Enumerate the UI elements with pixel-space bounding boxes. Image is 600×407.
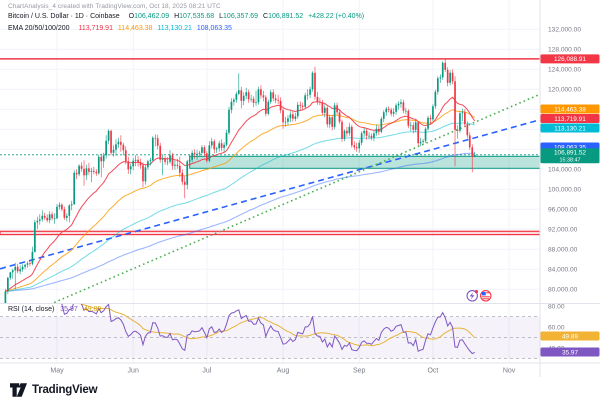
ema50-line <box>5 109 475 292</box>
ema100-value: 113,130.21 <box>157 24 192 32</box>
svg-text:80,000.00: 80,000.00 <box>548 287 578 294</box>
svg-text:100,000.00: 100,000.00 <box>548 187 581 194</box>
rsi-ma-value: 49.89 <box>83 306 102 313</box>
svg-text:113,719.91: 113,719.91 <box>554 116 586 123</box>
grid <box>0 0 540 363</box>
rsi-pane <box>0 304 540 359</box>
svg-text:96,000.00: 96,000.00 <box>548 207 578 214</box>
svg-text:128,000.00: 128,000.00 <box>548 47 581 54</box>
candles <box>4 58 476 303</box>
svg-text:92,000.00: 92,000.00 <box>548 227 578 234</box>
axis-badge: 126,088.91 <box>540 54 600 64</box>
svg-text:84,000.00: 84,000.00 <box>548 267 578 274</box>
ohlc-close: C106,891.52 <box>263 13 304 20</box>
svg-text:Jul: Jul <box>202 368 211 375</box>
svg-text:Aug: Aug <box>277 368 290 375</box>
ema20-line <box>5 96 476 292</box>
tradingview-logo-text: TradingView <box>32 384 98 396</box>
svg-text:113,130.21: 113,130.21 <box>554 125 586 132</box>
svg-text:Nov: Nov <box>503 368 516 375</box>
ema50-value: 114,463.38 <box>117 24 153 32</box>
price-axis[interactable]: 80,000.00 84,000.00 88,000.00 92,000.00 96,0… <box>540 27 600 357</box>
svg-text:126,088.91: 126,088.91 <box>554 56 586 63</box>
ema20-value: 113,719.91 <box>78 24 113 32</box>
trendline-blue-dashed <box>0 119 540 270</box>
axis-badge: 35.97 <box>540 347 600 357</box>
support-band <box>0 230 540 236</box>
svg-text:120,000.00: 120,000.00 <box>548 87 581 94</box>
flash-event-icon[interactable] <box>466 290 479 302</box>
us-economic-event-icon[interactable] <box>479 290 492 302</box>
rsi-ma-line <box>79 304 476 347</box>
ohlc-open: O106,462.09 <box>128 13 170 20</box>
ohlc-high: H107,535.68 <box>174 13 215 20</box>
axis-badge: 114,463.38 <box>540 104 600 114</box>
rsi-legend: RSI (14, close) 35.97 49.89 <box>8 306 101 313</box>
ema-legend: EMA 20/50/100/200 113,719.91 114,463.38 … <box>8 25 232 32</box>
svg-text:May: May <box>50 368 64 375</box>
ohlc-low: L106,357.69 <box>219 13 259 20</box>
symbol-legend: Bitcoin / U.S. Dollar · 1D · Coinbase O1… <box>8 13 364 20</box>
symbol-title: Bitcoin / U.S. Dollar · 1D · Coinbase <box>8 13 120 20</box>
svg-text:114,463.38: 114,463.38 <box>554 106 586 113</box>
trendline-green-dotted <box>51 93 540 303</box>
svg-text:108,063.35: 108,063.35 <box>554 144 586 151</box>
time-axis[interactable]: May Jun Jul Aug Sep Oct Nov <box>50 368 515 375</box>
axis-badge: 49.89 <box>540 331 600 341</box>
ema-legend-title: EMA 20/50/100/200 <box>8 24 70 32</box>
svg-text:49.89: 49.89 <box>562 333 578 340</box>
copyright-line: ChartAnalysis_4 created with TradingView… <box>8 3 221 10</box>
svg-text:124,000.00: 124,000.00 <box>548 67 581 74</box>
axis-badge: 113,719.91 <box>540 114 600 123</box>
tradingview-logo[interactable]: TradingView <box>10 383 98 397</box>
rsi-line <box>61 304 475 355</box>
svg-text:80.00: 80.00 <box>548 303 565 310</box>
svg-text:132,000.00: 132,000.00 <box>548 27 581 34</box>
svg-text:60.00: 60.00 <box>548 324 565 331</box>
ema100-line <box>5 122 475 292</box>
change-value: +428.22 (+0.40%) <box>308 13 365 20</box>
svg-text:Jun: Jun <box>128 368 139 375</box>
rsi-value: 35.97 <box>60 306 78 313</box>
svg-text:104,000.00: 104,000.00 <box>548 167 581 174</box>
svg-text:Oct: Oct <box>427 368 438 375</box>
svg-text:15:38:47: 15:38:47 <box>560 157 581 163</box>
svg-text:35.97: 35.97 <box>562 349 578 356</box>
axis-badge: 113,130.21 <box>540 123 600 133</box>
demand-zone <box>189 155 540 169</box>
rsi-legend-title: RSI (14, close) <box>8 306 55 313</box>
svg-text:88,000.00: 88,000.00 <box>548 247 578 254</box>
ema200-value: 108,063.35 <box>196 24 232 32</box>
ema200-line <box>5 152 475 292</box>
svg-text:106,891.52: 106,891.52 <box>554 150 586 157</box>
tradingview-logo-icon <box>10 383 27 397</box>
price-pane <box>0 58 540 303</box>
svg-text:Sep: Sep <box>353 368 366 375</box>
